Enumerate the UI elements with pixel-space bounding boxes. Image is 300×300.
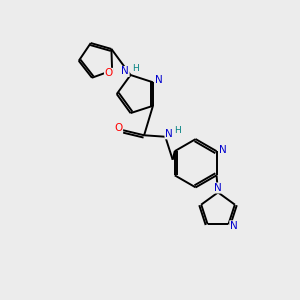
Text: N: N [155, 75, 163, 85]
Text: N: N [214, 183, 221, 193]
Text: N: N [122, 67, 129, 76]
Text: N: N [230, 221, 238, 231]
Text: H: H [174, 126, 181, 135]
Text: N: N [165, 129, 173, 139]
Text: O: O [104, 68, 113, 78]
Text: N: N [219, 145, 226, 155]
Text: O: O [114, 124, 123, 134]
Text: H: H [133, 64, 139, 73]
